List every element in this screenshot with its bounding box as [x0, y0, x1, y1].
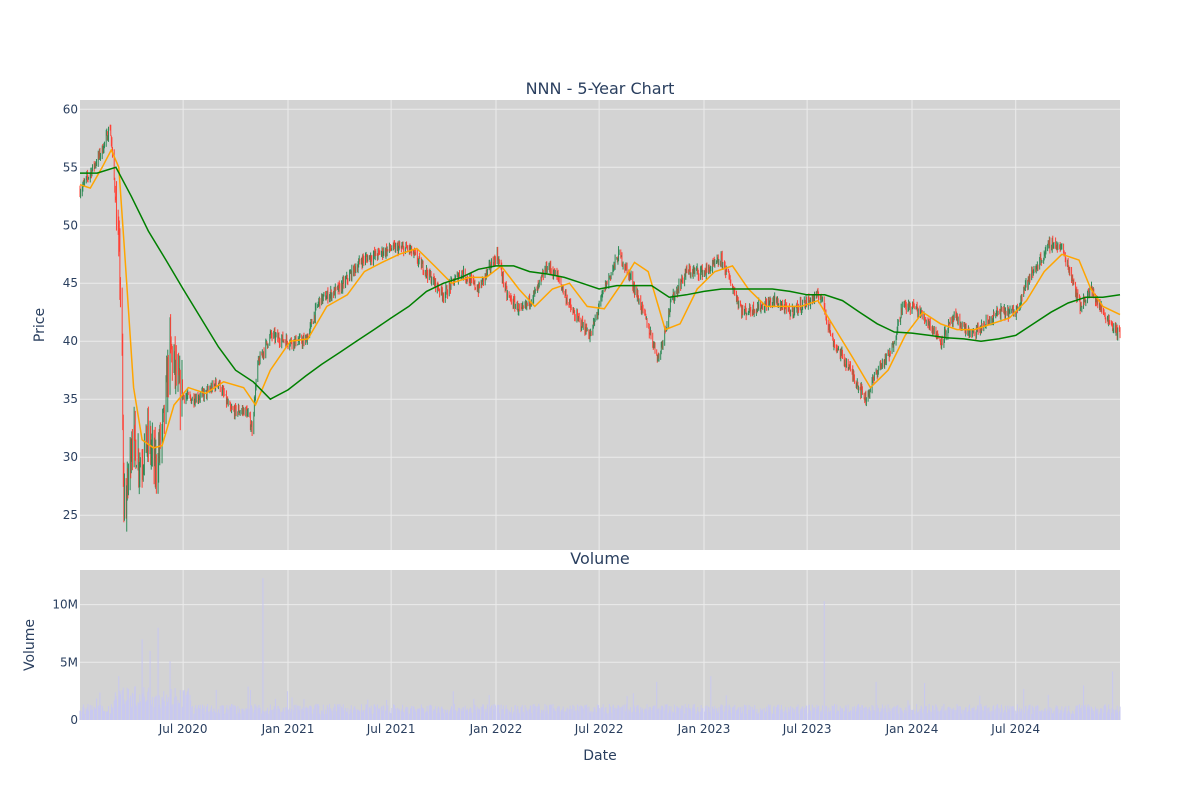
price-gridlines: [80, 108, 1120, 516]
price-y-tick-label: 60: [63, 102, 78, 116]
ma-long-line: [80, 166, 1121, 401]
x-axis-title: Date: [583, 748, 616, 764]
ma-short-line: [79, 148, 1121, 449]
x-tick-label: Jan 2024: [885, 722, 939, 736]
candlestick-series: [79, 124, 1121, 532]
price-y-tick-label: 45: [63, 276, 78, 290]
x-tick-label: Jul 2020: [158, 722, 208, 736]
volume-x-ticks: Jul 2020 Jan 2021 Jul 2021 Jan 2022 Jul 2022…: [158, 722, 1040, 736]
volume-y-tick-label: 0: [70, 713, 78, 727]
price-y-tick-label: 55: [63, 160, 78, 174]
price-chart-title: NNN - 5-Year Chart: [526, 79, 675, 98]
volume-gridlines: [80, 570, 1120, 720]
price-y-tick-label: 25: [63, 508, 78, 522]
volume-bars: [79, 578, 1121, 720]
volume-y-tick-label: 10M: [52, 598, 78, 612]
x-tick-label: Jul 2023: [782, 722, 832, 736]
price-plot-background: [80, 100, 1120, 550]
price-x-gridlines: [182, 100, 1017, 550]
volume-plot-background: [80, 570, 1120, 720]
x-tick-label: Jul 2021: [366, 722, 416, 736]
x-tick-label: Jul 2022: [574, 722, 624, 736]
volume-y-ticks: 0 5M 10M: [52, 598, 78, 727]
volume-chart-title: Volume: [570, 549, 630, 568]
price-y-ticks: 25 30 35 40 45 50 55 60: [63, 102, 78, 522]
price-y-axis-title: Price: [32, 308, 48, 342]
price-y-tick-label: 30: [63, 450, 78, 464]
x-tick-label: Jan 2021: [261, 722, 315, 736]
price-y-tick-label: 35: [63, 392, 78, 406]
price-y-tick-label: 40: [63, 334, 78, 348]
x-tick-label: Jul 2024: [990, 722, 1040, 736]
volume-y-tick-label: 5M: [60, 655, 78, 669]
price-y-tick-label: 50: [63, 218, 78, 232]
x-tick-label: Jan 2023: [677, 722, 731, 736]
volume-y-axis-title: Volume: [22, 619, 38, 671]
x-tick-label: Jan 2022: [469, 722, 523, 736]
